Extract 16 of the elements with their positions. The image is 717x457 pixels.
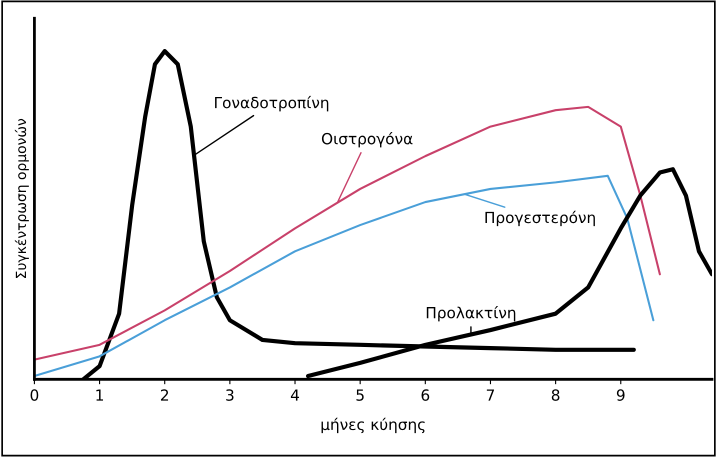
x-tick-label: 7 xyxy=(486,390,494,401)
series-label: Προλακτίνη xyxy=(426,306,516,322)
series-label: Οιστρογόνα xyxy=(322,132,412,148)
x-tick-label: 8 xyxy=(552,389,560,401)
x-tick-label: 3 xyxy=(226,389,234,401)
x-tick-label: 4 xyxy=(290,390,300,401)
x-tick-label: 5 xyxy=(356,390,364,401)
x-tick-label: 6 xyxy=(422,389,430,401)
legend-label: Προγεστερόνη xyxy=(485,210,595,226)
x-tick-label: 0 xyxy=(30,389,38,401)
series-label: Γοναδοτροπίνη xyxy=(215,96,328,112)
x-tick-label: 1 xyxy=(96,390,104,401)
x-axis-title: μήνες κύησης xyxy=(322,418,425,434)
y-axis-title: Συγκέντρωση ορμονών xyxy=(14,118,29,278)
x-tick-label: 2 xyxy=(160,389,168,401)
x-tick-label: 9 xyxy=(616,389,625,401)
